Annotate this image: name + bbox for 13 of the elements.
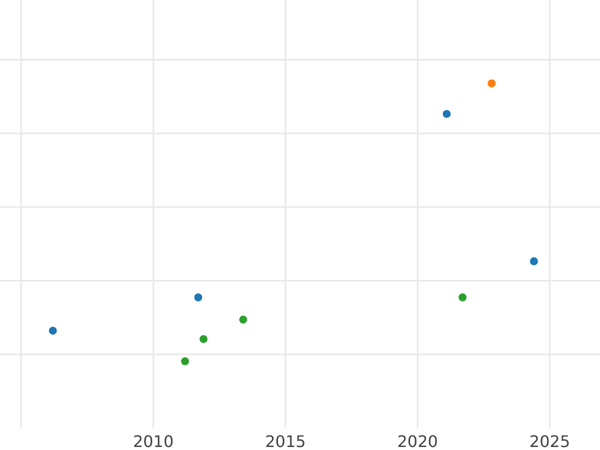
point bbox=[458, 293, 467, 302]
x-tick-label: 2015 bbox=[265, 432, 306, 450]
point bbox=[48, 326, 57, 335]
point bbox=[194, 293, 202, 302]
x-tick-label: 2025 bbox=[529, 432, 570, 450]
point bbox=[530, 257, 538, 266]
point bbox=[200, 335, 208, 344]
point bbox=[442, 110, 451, 118]
point bbox=[181, 357, 190, 366]
point bbox=[239, 316, 248, 324]
x-tick-label: 2020 bbox=[397, 432, 438, 450]
x-tick-label: 2010 bbox=[132, 432, 174, 450]
point bbox=[488, 79, 496, 88]
